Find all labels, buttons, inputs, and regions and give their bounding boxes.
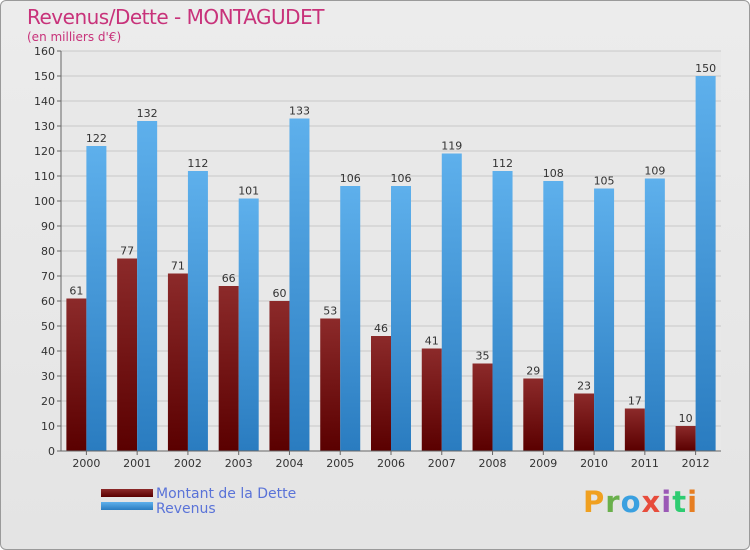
legend-label-debt: Montant de la Dette (156, 486, 297, 502)
data-label: 17 (628, 395, 642, 408)
bar-debt (66, 298, 87, 451)
data-label: 46 (374, 322, 388, 335)
bar-debt (421, 348, 442, 451)
logo-letter: x (641, 485, 662, 519)
data-label: 60 (272, 287, 286, 300)
data-label: 112 (187, 157, 208, 170)
x-tick-label: 2005 (326, 457, 354, 470)
chart-subtitle: (en milliers d'€) (27, 30, 122, 44)
bar-revenus (441, 153, 462, 451)
data-label: 119 (441, 140, 462, 153)
y-tick-label: 90 (41, 220, 55, 233)
bar-debt (472, 363, 493, 451)
y-tick-label: 150 (34, 70, 55, 83)
bar-revenus (594, 188, 615, 451)
bar-revenus (644, 178, 665, 451)
logo-letter: i (687, 485, 699, 519)
data-label: 132 (137, 107, 158, 120)
data-label: 133 (289, 105, 310, 118)
x-tick-label: 2004 (275, 457, 303, 470)
data-label: 106 (340, 172, 361, 185)
bar-revenus (137, 121, 158, 451)
data-label: 77 (120, 245, 134, 258)
logo-letter: i (661, 485, 673, 519)
bar-revenus (238, 198, 259, 451)
x-tick-label: 2008 (479, 457, 507, 470)
x-tick-label: 2010 (580, 457, 608, 470)
data-label: 112 (492, 157, 513, 170)
proxiti-logo: Proxiti (583, 485, 698, 519)
data-label: 106 (391, 172, 412, 185)
bar-revenus (289, 118, 310, 451)
y-tick-label: 120 (34, 145, 55, 158)
bar-revenus (187, 171, 208, 451)
y-tick-label: 80 (41, 245, 55, 258)
bar-debt (320, 318, 341, 451)
logo-letter: P (583, 485, 606, 519)
bar-debt (371, 336, 391, 451)
data-label: 109 (644, 165, 665, 178)
data-label: 29 (526, 365, 540, 378)
bar-revenus (86, 146, 107, 451)
legend-swatch-revenus (101, 502, 153, 510)
bar-debt (523, 378, 544, 451)
data-label: 71 (171, 260, 185, 273)
y-tick-label: 0 (48, 445, 55, 458)
x-tick-label: 2001 (123, 457, 151, 470)
x-tick-label: 2000 (72, 457, 100, 470)
data-label: 41 (425, 335, 439, 348)
bar-debt (117, 258, 138, 451)
x-tick-label: 2011 (631, 457, 659, 470)
y-tick-label: 70 (41, 270, 55, 283)
data-label: 150 (695, 62, 716, 75)
bar-revenus (492, 171, 513, 451)
y-tick-label: 60 (41, 295, 55, 308)
data-label: 61 (69, 285, 83, 298)
bar-revenus (391, 186, 411, 451)
data-label: 53 (323, 305, 337, 318)
data-label: 10 (679, 412, 693, 425)
x-tick-label: 2012 (682, 457, 710, 470)
bar-revenus (543, 181, 564, 451)
data-label: 35 (476, 350, 490, 363)
bar-debt (167, 273, 188, 451)
logo-letter: t (672, 485, 688, 519)
data-label: 122 (86, 132, 107, 145)
y-tick-label: 130 (34, 120, 55, 133)
x-tick-label: 2003 (225, 457, 253, 470)
bar-debt (218, 286, 239, 451)
legend-label-revenus: Revenus (156, 501, 216, 517)
data-label: 108 (543, 167, 564, 180)
y-tick-label: 160 (34, 45, 55, 58)
data-label: 66 (222, 272, 236, 285)
legend-swatch-debt (101, 489, 153, 497)
logo-letter: o (620, 485, 642, 519)
logo-letter: r (605, 485, 621, 519)
x-tick-label: 2002 (174, 457, 202, 470)
y-tick-label: 100 (34, 195, 55, 208)
bar-debt (675, 426, 696, 451)
x-tick-label: 2009 (529, 457, 557, 470)
x-tick-label: 2007 (428, 457, 456, 470)
data-label: 23 (577, 380, 591, 393)
bar-debt (624, 408, 645, 451)
chart-title: Revenus/Dette - MONTAGUDET (27, 5, 324, 29)
data-label: 101 (238, 185, 259, 198)
y-tick-label: 20 (41, 395, 55, 408)
y-tick-label: 50 (41, 320, 55, 333)
y-tick-label: 10 (41, 420, 55, 433)
bar-revenus (695, 76, 716, 451)
y-tick-label: 140 (34, 95, 55, 108)
bar-debt (269, 301, 290, 451)
y-tick-label: 30 (41, 370, 55, 383)
x-tick-label: 2006 (377, 457, 405, 470)
bar-debt (574, 393, 595, 451)
bar-revenus (340, 186, 361, 451)
y-tick-label: 110 (34, 170, 55, 183)
data-label: 105 (594, 175, 615, 188)
y-tick-label: 40 (41, 345, 55, 358)
